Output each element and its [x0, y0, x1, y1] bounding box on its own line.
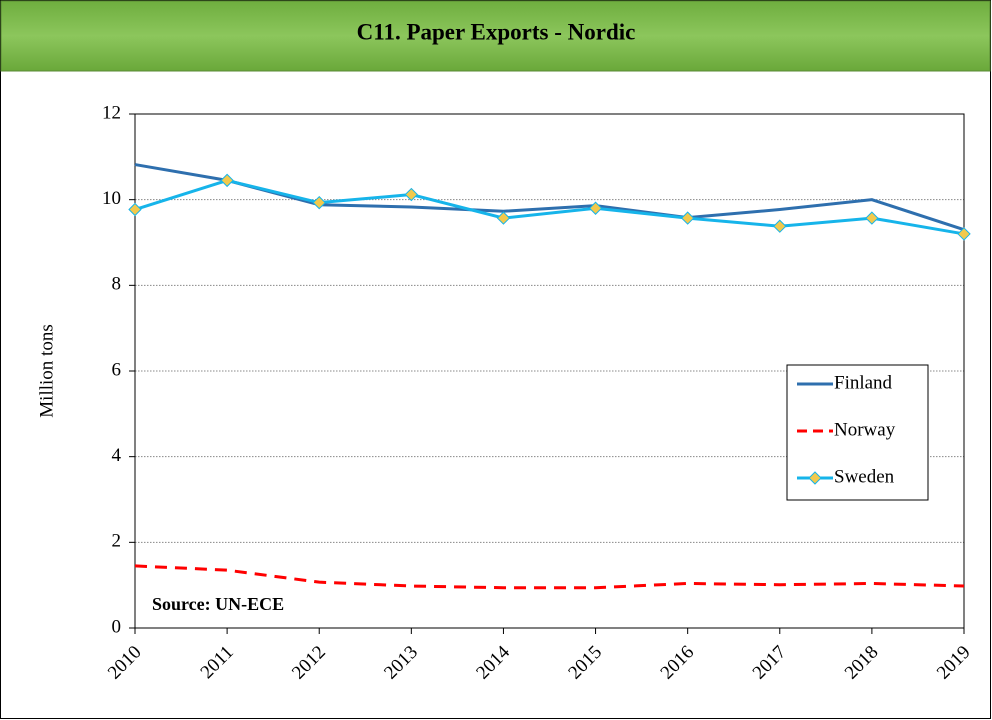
y-tick-label: 2 — [112, 531, 122, 552]
y-axis-label: Million tons — [36, 324, 57, 417]
legend-marker — [808, 471, 822, 485]
marker — [404, 187, 419, 202]
y-tick-label: 4 — [112, 445, 122, 466]
title-band — [0, 0, 991, 72]
y-tick-label: 10 — [102, 188, 121, 209]
marker — [128, 202, 142, 217]
plot-border — [134, 113, 965, 629]
legend-label: Finland — [834, 372, 893, 393]
marker — [773, 219, 787, 233]
series-line — [134, 564, 965, 590]
marker — [220, 173, 234, 188]
source-note: Source: UN-ECE — [152, 594, 284, 614]
chart-title: C11. Paper Exports - Nordic — [357, 19, 636, 44]
marker — [680, 211, 695, 225]
marker — [957, 227, 971, 241]
y-tick-label: 8 — [112, 274, 122, 295]
series-line — [134, 178, 965, 236]
y-tick-label: 12 — [102, 102, 121, 123]
marker — [496, 211, 511, 225]
y-tick-label: 0 — [112, 616, 122, 637]
marker — [588, 201, 603, 215]
marker — [865, 211, 879, 225]
marker — [312, 195, 326, 210]
legend-label: Sweden — [834, 466, 895, 487]
legend-label: Norway — [834, 419, 896, 440]
y-tick-label: 6 — [112, 359, 122, 380]
